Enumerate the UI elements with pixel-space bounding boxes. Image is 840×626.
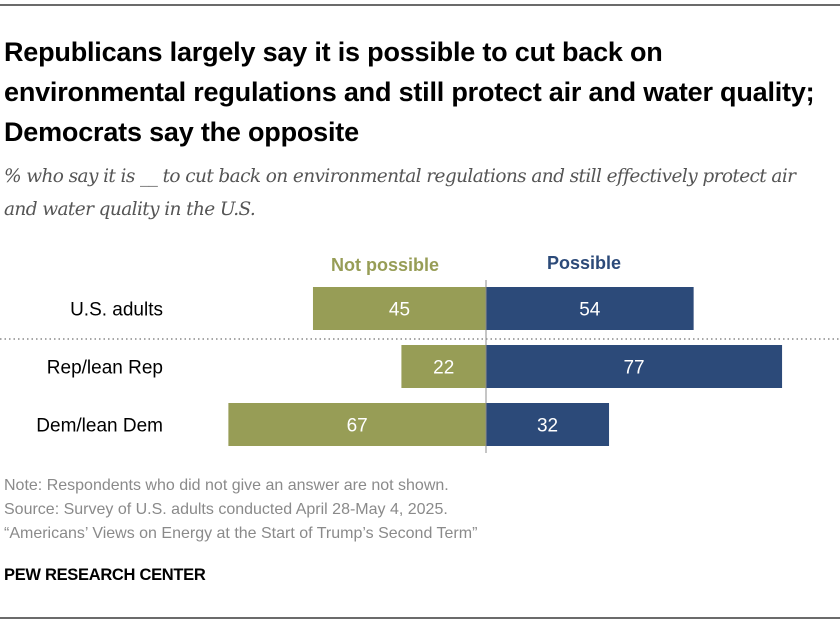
category-label: Dem/lean Dem [36, 416, 163, 437]
bars-group: 45 54 22 77 67 32 [228, 287, 783, 446]
value-label-not-possible: 45 [389, 300, 410, 321]
bar-possible [486, 345, 783, 388]
bar-not-possible [228, 403, 486, 446]
legend: Not possible Possible [331, 253, 621, 275]
pew-logo-text: PEW RESEARCH CENTER [4, 566, 206, 584]
bar-possible [486, 403, 610, 446]
bar-possible [486, 287, 694, 330]
value-label-possible: 32 [537, 416, 558, 437]
report-title: “Americans’ Views on Energy at the Start… [4, 525, 478, 542]
legend-not-possible: Not possible [331, 255, 439, 275]
value-label-possible: 54 [579, 300, 601, 321]
notes-block: Note: Respondents who did not give an an… [4, 474, 824, 546]
bar-not-possible [312, 287, 486, 330]
value-label-not-possible: 22 [433, 358, 454, 379]
diverging-bar-chart: Not possible Possible 45 54 22 77 67 32 U.S. … [0, 253, 840, 453]
chart-title: Republicans largely say it is possible t… [4, 37, 815, 147]
value-label-not-possible: 67 [347, 416, 368, 437]
category-labels: U.S. adults Rep/lean Rep Dem/lean Dem [36, 300, 163, 437]
category-label: Rep/lean Rep [47, 358, 163, 379]
value-label-possible: 77 [623, 358, 644, 379]
bar-not-possible [401, 345, 486, 388]
category-label: U.S. adults [70, 300, 163, 321]
note-text: Note: Respondents who did not give an an… [4, 477, 449, 494]
legend-possible: Possible [547, 253, 621, 273]
top-rule [0, 4, 840, 6]
source-text: Source: Survey of U.S. adults conducted … [4, 501, 448, 518]
chart-subtitle: % who say it is __ to cut back on enviro… [4, 166, 796, 220]
bottom-rule [0, 617, 840, 619]
